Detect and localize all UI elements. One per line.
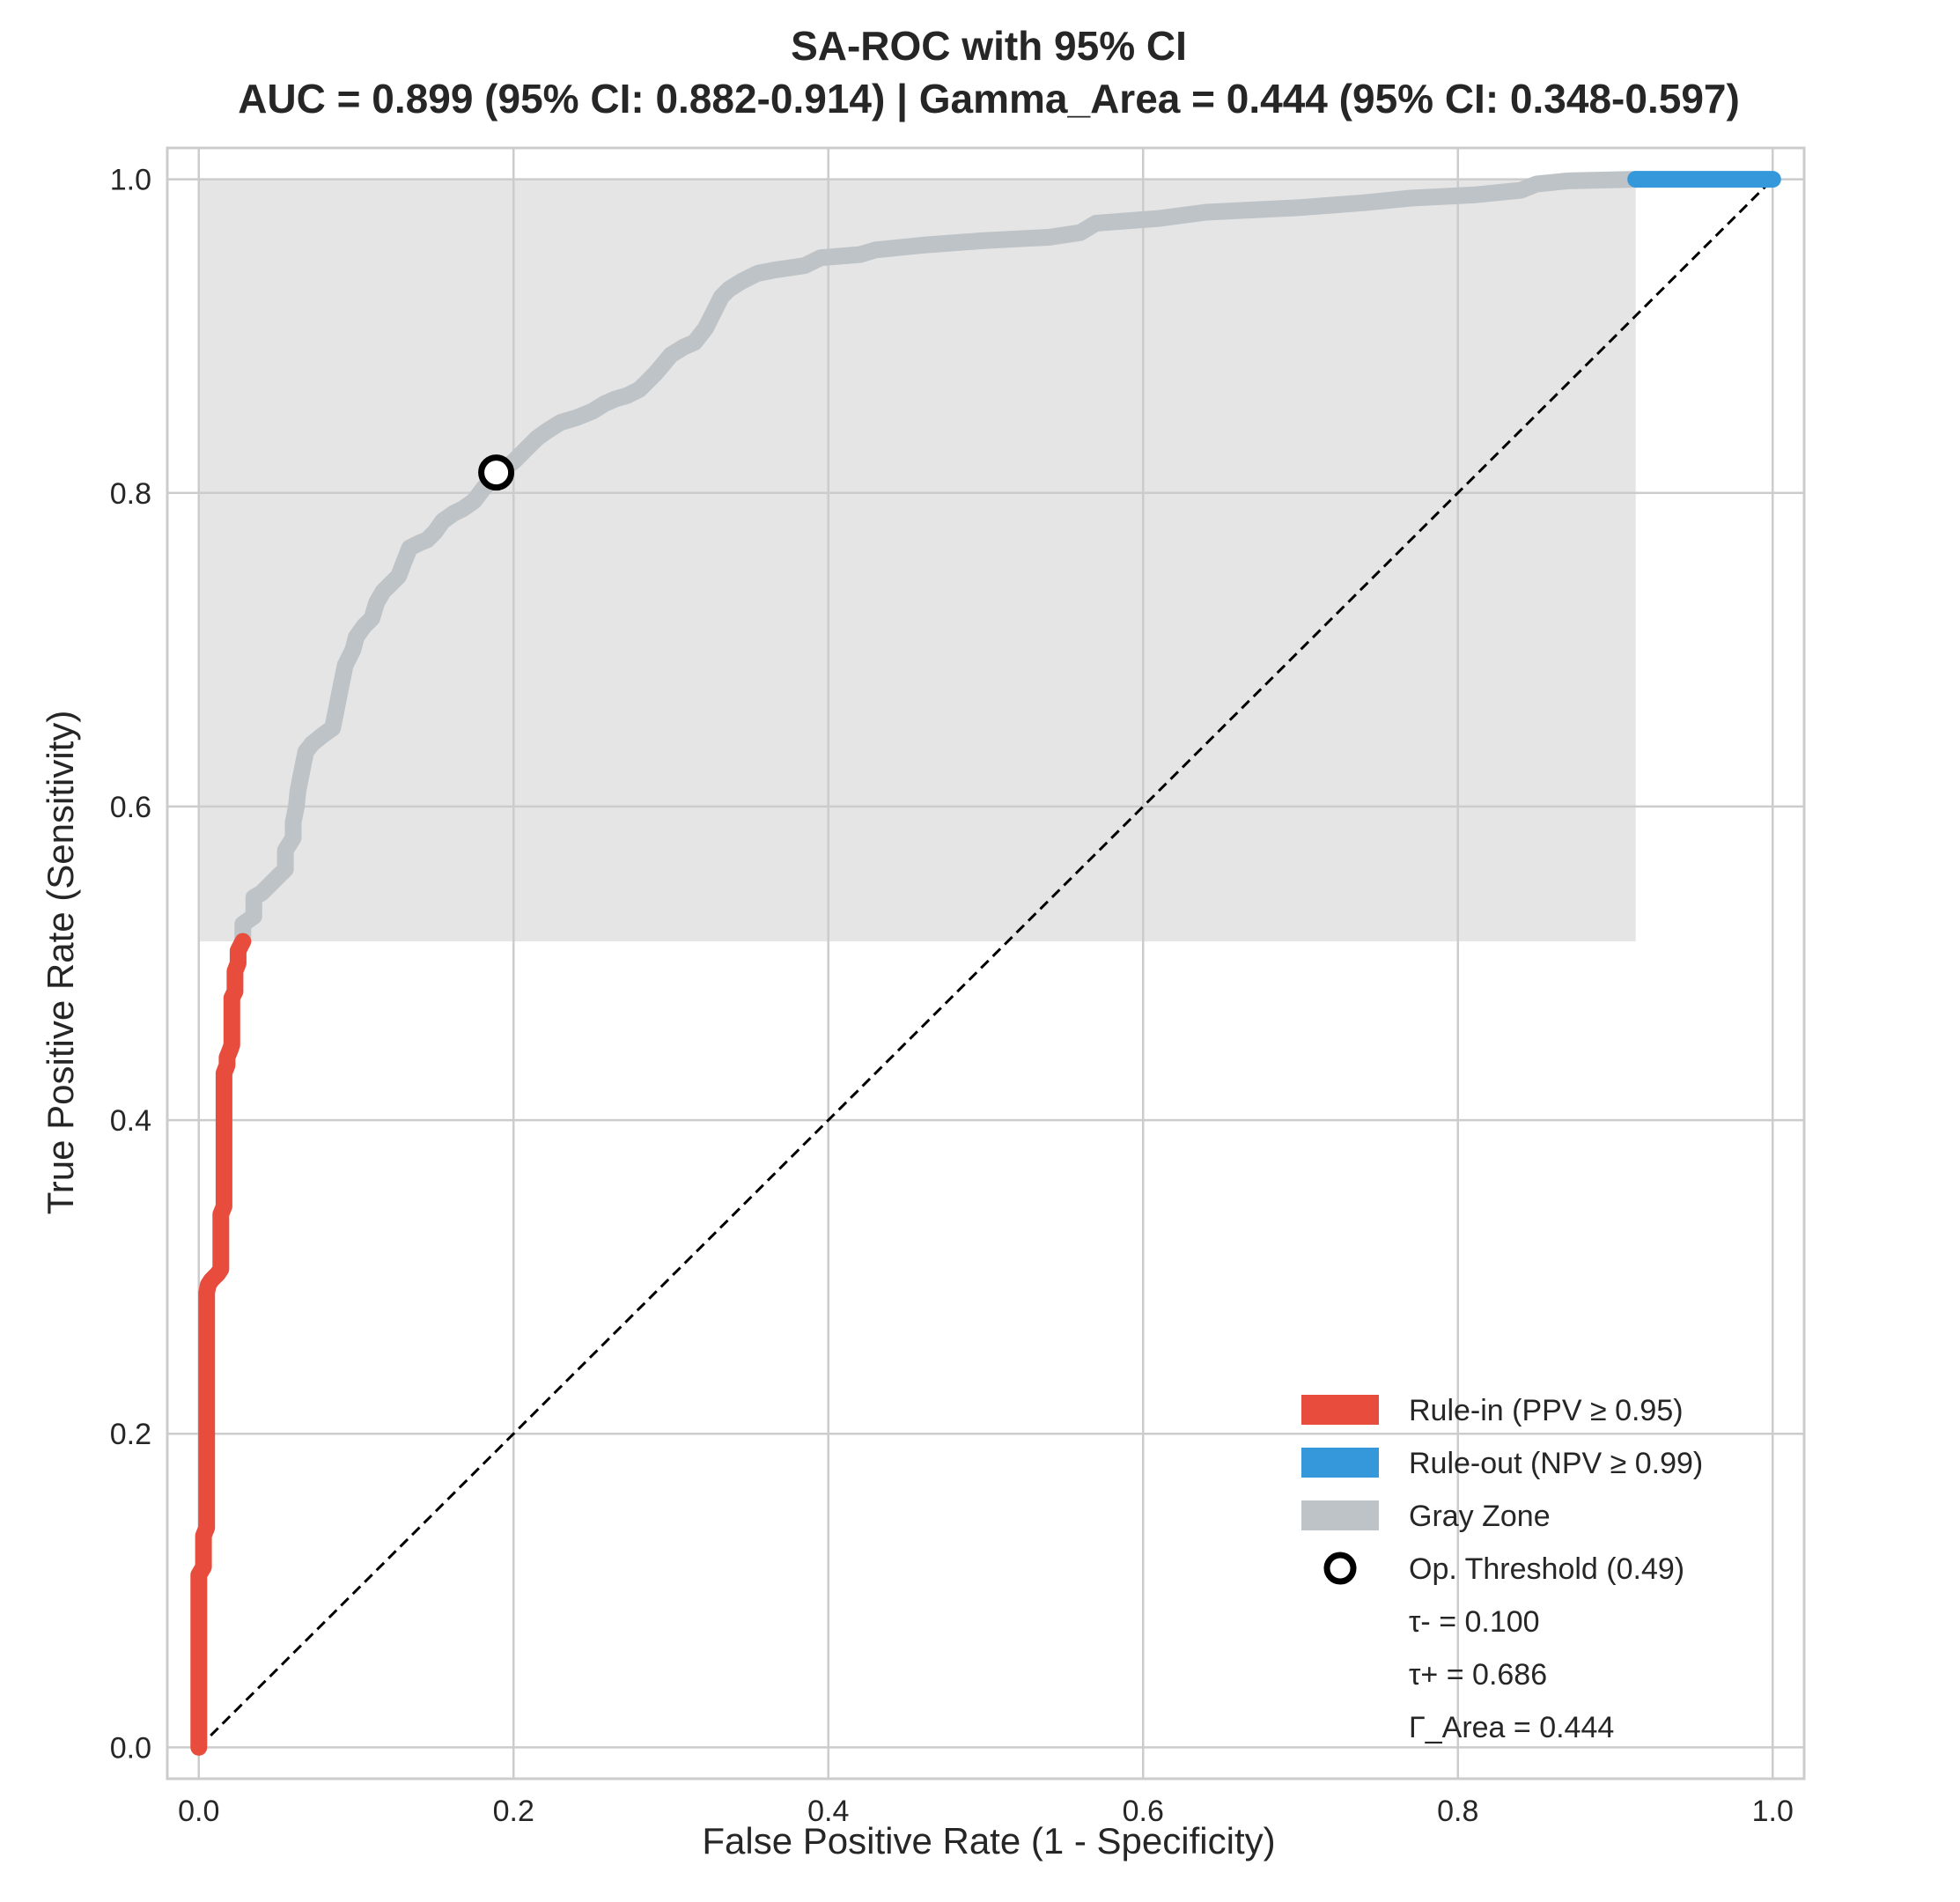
legend-marker	[1323, 1552, 1357, 1585]
y-tick-label: 0.4	[110, 1104, 151, 1138]
legend-label: Op. Threshold (0.49)	[1409, 1552, 1684, 1586]
legend-label: Rule-in (PPV ≥ 0.95)	[1409, 1394, 1684, 1427]
legend-swatch	[1301, 1395, 1379, 1425]
chart-title: SA-ROC with 95% CI	[791, 23, 1187, 69]
y-axis-label: True Positive Rate (Sensitivity)	[40, 711, 81, 1215]
y-tick-label: 0.0	[110, 1731, 151, 1765]
y-tick-label: 0.6	[110, 791, 151, 824]
x-tick-label: 0.4	[807, 1795, 849, 1828]
plot-area: 0.0 0.2 0.4 0.6 0.8 1.0 0.0 0.2 0.4 0.6 0.8 1.0 Rule…	[110, 146, 1806, 1828]
y-tick-label: 1.0	[110, 164, 151, 197]
legend-label: τ+ = 0.686	[1409, 1658, 1547, 1692]
reference-diagonal-line	[197, 178, 1774, 1749]
y-tick-label: 0.8	[110, 477, 151, 511]
gray-zone-curve	[234, 171, 1645, 950]
legend-swatch	[1301, 1500, 1379, 1530]
legend-label: Rule-out (NPV ≥ 0.99)	[1409, 1447, 1703, 1480]
chart-subtitle: AUC = 0.899 (95% CI: 0.882-0.914) | Gamm…	[238, 76, 1740, 122]
x-axis-label: False Positive Rate (1 - Specificity)	[702, 1820, 1275, 1861]
legend-label: τ- = 0.100	[1409, 1605, 1540, 1639]
rule-in-curve	[190, 933, 252, 1756]
x-tick-label: 0.6	[1123, 1795, 1164, 1828]
x-tick-label: 1.0	[1752, 1795, 1794, 1828]
operating-threshold-marker	[478, 454, 515, 491]
legend-label: Γ_Area = 0.444	[1409, 1711, 1614, 1744]
y-tick-label: 0.2	[110, 1418, 151, 1451]
x-tick-label: 0.8	[1437, 1795, 1478, 1828]
legend: Rule-in (PPV ≥ 0.95) Rule-out (NPV ≥ 0.99…	[1301, 1394, 1703, 1744]
plot-frame	[166, 146, 1806, 1780]
x-tick-label: 0.0	[178, 1795, 219, 1828]
x-tick-label: 0.2	[493, 1795, 534, 1828]
gray-zone-shading	[198, 179, 1636, 942]
legend-label: Gray Zone	[1409, 1500, 1551, 1533]
legend-swatch	[1301, 1448, 1379, 1478]
